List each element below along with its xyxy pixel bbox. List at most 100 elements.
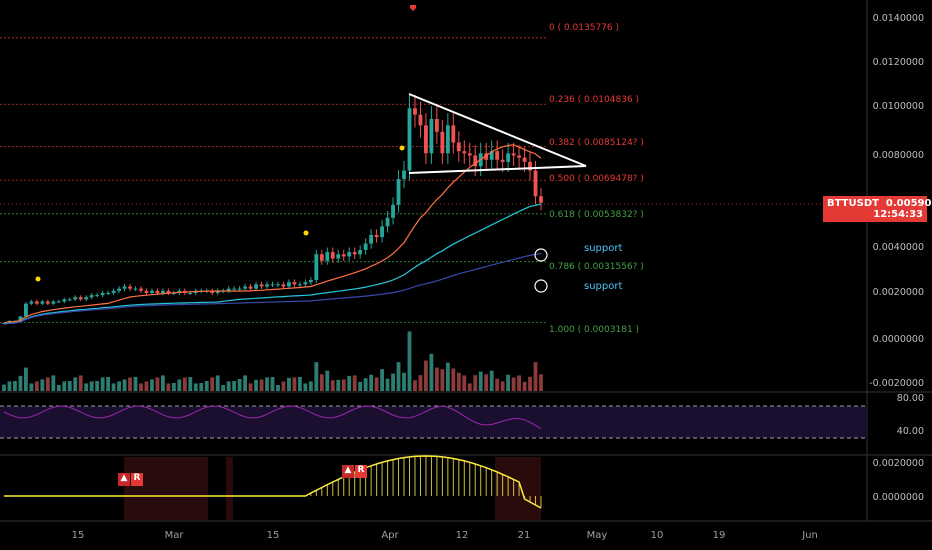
rsi-axis-label: 40.00 <box>896 426 924 437</box>
candle-body <box>155 290 160 293</box>
candle-body <box>95 295 100 297</box>
volume-bar <box>413 380 417 391</box>
candle-body <box>462 151 467 154</box>
last-price: 0.0059043 <box>885 198 932 209</box>
candle-body <box>117 288 121 291</box>
candle-body <box>254 284 258 289</box>
volume-bar <box>243 375 248 391</box>
volume-bar <box>182 377 187 391</box>
candle-body <box>374 234 379 238</box>
volume-bar <box>528 376 532 391</box>
candle-body <box>166 290 171 293</box>
sell-marker <box>410 5 416 11</box>
price-axis-label: 0.0080000 <box>872 150 924 161</box>
candle-body <box>347 252 352 257</box>
volume-bar <box>495 378 500 391</box>
volume-bar <box>237 379 242 391</box>
volume-bar <box>451 368 456 391</box>
support-annotation: support <box>584 243 623 254</box>
volume-bar <box>330 380 335 391</box>
price-axis-label: -0.0020000 <box>869 378 924 389</box>
fib-label-618: 0.618 ( 0.0053832? ) <box>549 210 644 220</box>
volume-bar <box>40 379 45 391</box>
price-axis-label: 0.0100000 <box>872 101 924 112</box>
candle-body <box>270 284 275 286</box>
candle-body <box>429 118 434 154</box>
candle-body <box>78 297 83 300</box>
volume-bar <box>204 381 209 391</box>
candle-body <box>150 290 154 293</box>
macd-shade <box>495 457 541 520</box>
candle-body <box>434 118 439 132</box>
volume-bar <box>177 379 182 391</box>
candle-body <box>215 290 220 293</box>
volume-bar <box>287 377 291 391</box>
date-label: Jun <box>802 530 818 541</box>
volume-bar <box>259 379 264 391</box>
trendline-upper <box>408 93 587 167</box>
candle-body <box>276 284 280 286</box>
fib-label-786: 0.786 ( 0.0031556? ) <box>549 262 644 272</box>
date-label: Apr <box>381 530 399 541</box>
volume-bar <box>407 331 412 391</box>
candle-body <box>259 284 264 287</box>
candle-body <box>517 155 521 158</box>
candle-body <box>160 290 165 293</box>
volume-bar <box>276 385 280 391</box>
candle-body <box>281 284 286 287</box>
volume-bar <box>29 383 34 391</box>
fib-label-236: 0.236 ( 0.0104836 ) <box>549 95 640 105</box>
candle-body <box>391 204 395 218</box>
candle-body <box>133 288 138 290</box>
candle-body <box>237 288 242 290</box>
candle-body <box>122 286 127 289</box>
volume-bar <box>308 381 313 391</box>
volume-bar <box>166 383 171 391</box>
candle-body <box>358 249 363 255</box>
support-circle <box>534 279 548 293</box>
volume-bar <box>303 383 308 391</box>
fib-label-382: 0.382 ( 0.0085124? ) <box>549 138 644 148</box>
candle-body <box>440 131 445 154</box>
macd-axis-label: 0.0020000 <box>872 458 924 469</box>
symbol-label: BTTUSDT <box>827 198 879 209</box>
volume-bar <box>95 381 100 391</box>
volume-bar <box>78 375 83 391</box>
candle-body <box>29 301 34 304</box>
macd-shade <box>226 457 233 520</box>
date-label: Mar <box>164 530 184 541</box>
volume-bar <box>489 370 494 391</box>
volume-bar <box>467 383 472 391</box>
date-label: 19 <box>712 530 726 541</box>
volume-bar <box>150 379 154 391</box>
candle-body <box>489 151 494 160</box>
volume-bar <box>193 383 198 391</box>
volume-bar <box>325 370 330 391</box>
volume-bar <box>396 362 401 391</box>
volume-bar <box>358 381 363 391</box>
candle-body <box>363 243 368 250</box>
volume-bar <box>484 374 489 391</box>
candle-body <box>385 217 390 227</box>
date-label: May <box>586 530 608 541</box>
candle-body <box>369 234 374 244</box>
signal-badge: ▲ R <box>342 465 367 478</box>
candle-body <box>352 252 357 255</box>
candle-body <box>336 254 341 259</box>
last-price-tag: BTTUSDT 0.0059043 12:54:33 <box>823 196 932 222</box>
volume-bar <box>429 353 434 391</box>
volume-bar <box>226 381 231 391</box>
volume-bar <box>67 381 72 391</box>
volume-bar <box>84 383 89 391</box>
volume-bar <box>445 362 450 391</box>
volume-bar <box>232 381 237 391</box>
volume-bar <box>45 377 50 391</box>
volume-bar <box>51 375 56 391</box>
candle-body <box>243 286 248 289</box>
price-axis-label: 0.0120000 <box>872 57 924 68</box>
candle-body <box>232 288 237 290</box>
volume-bar <box>133 377 138 391</box>
volume-bar <box>13 381 17 391</box>
volume-bar <box>62 381 67 391</box>
